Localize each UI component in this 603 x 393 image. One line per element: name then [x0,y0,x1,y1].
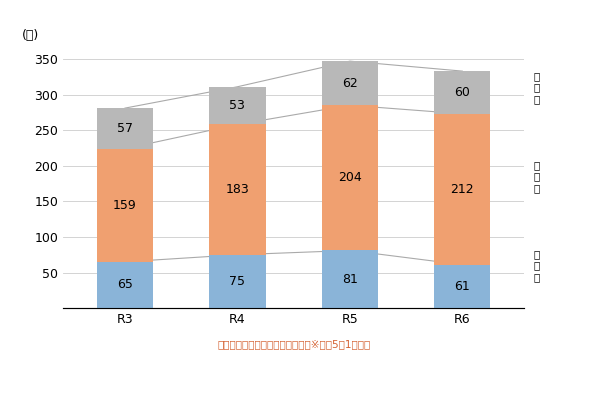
Bar [97,108,153,149]
Text: 資料：教育指導課・学務課作成　※各年5月1日現在: 資料：教育指導課・学務課作成 ※各年5月1日現在 [217,339,370,349]
Bar [209,87,265,125]
Bar [97,262,153,308]
Text: 65: 65 [117,279,133,292]
Text: 159: 159 [113,199,137,212]
Bar [434,71,490,114]
Bar [97,149,153,262]
Bar [209,125,265,255]
Bar [209,255,265,308]
Bar [434,265,490,308]
Text: 204: 204 [338,171,362,184]
Bar [322,105,378,250]
Text: 57: 57 [117,122,133,135]
Bar [434,114,490,265]
Text: 183: 183 [226,183,249,196]
Text: 60: 60 [455,86,470,99]
Text: 幼
稚
団: 幼 稚 団 [534,249,540,282]
Text: 小
学
校: 小 学 校 [534,160,540,193]
Text: 81: 81 [342,273,358,286]
Bar [322,61,378,105]
Text: 53: 53 [230,99,245,112]
Text: 62: 62 [342,77,358,90]
Bar [322,250,378,308]
Text: (人): (人) [22,29,39,42]
Text: 75: 75 [229,275,245,288]
Text: 61: 61 [455,280,470,293]
Text: 中
学
校: 中 学 校 [534,71,540,104]
Text: 212: 212 [450,183,474,196]
